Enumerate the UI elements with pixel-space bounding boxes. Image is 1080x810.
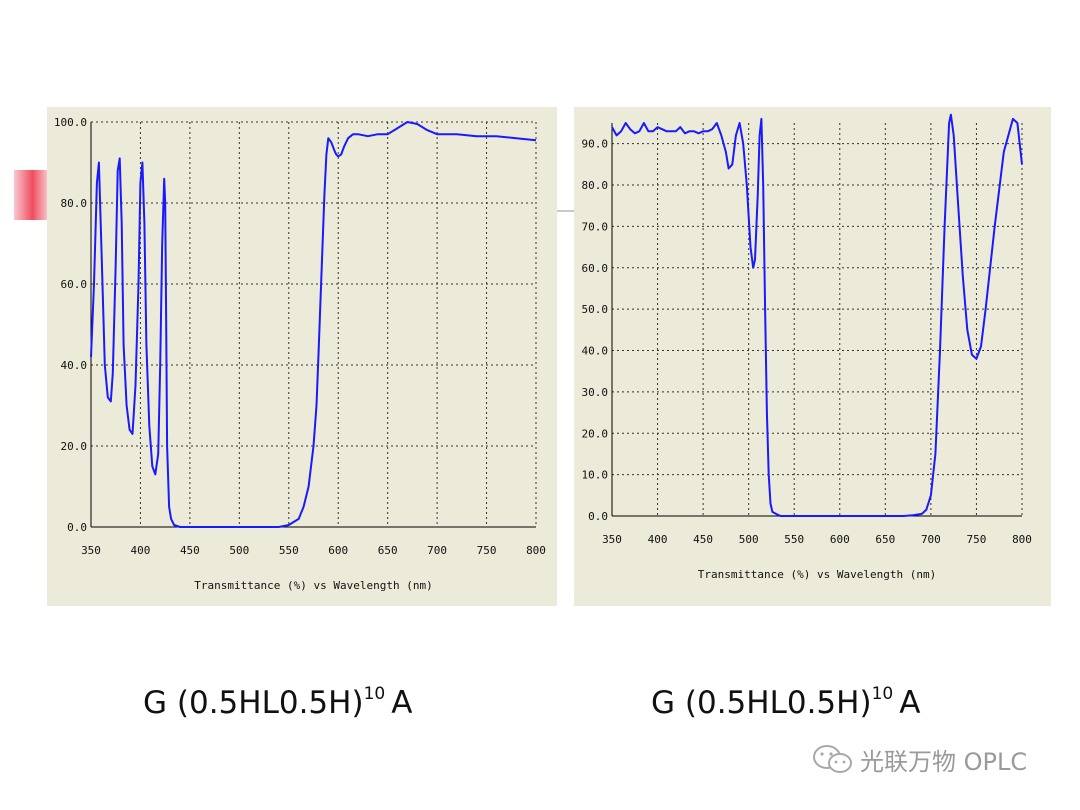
x-tick-label: 350 xyxy=(602,533,622,546)
y-tick-label: 30.0 xyxy=(582,386,609,399)
caption-left: G (0.5HL0.5H)10 A xyxy=(143,684,412,721)
transmittance-series-line xyxy=(90,121,537,528)
caption-left-tail: A xyxy=(391,685,413,721)
y-tick-label: 20.0 xyxy=(582,427,609,440)
x-tick-label: 700 xyxy=(921,533,941,546)
y-tick-label: 10.0 xyxy=(582,469,609,482)
x-tick-label: 650 xyxy=(875,533,895,546)
watermark-text: 光联万物 OPLC xyxy=(860,748,1028,776)
y-tick-label: 0.0 xyxy=(67,521,87,534)
x-axis-title: Transmittance (%) vs Wavelength (nm) xyxy=(194,579,432,592)
transmittance-chart-right: 350 400 450 500 550 600 650 700 750 800 0.0 10.0 20.… xyxy=(582,113,1032,581)
x-tick-label: 600 xyxy=(328,544,348,557)
watermark: 光联万物 OPLC xyxy=(812,742,1027,777)
x-tick-label: 450 xyxy=(180,544,200,557)
caption-right: G (0.5HL0.5H)10 A xyxy=(651,684,920,721)
x-tick-label: 500 xyxy=(229,544,249,557)
x-tick-label: 700 xyxy=(427,544,447,557)
y-tick-label: 70.0 xyxy=(582,220,609,233)
x-tick-label: 400 xyxy=(648,533,668,546)
x-tick-label: 500 xyxy=(739,533,759,546)
x-tick-label: 800 xyxy=(1012,533,1032,546)
y-tick-label: 40.0 xyxy=(582,345,609,358)
x-tick-label: 550 xyxy=(279,544,299,557)
y-tick-label: 100.0 xyxy=(54,116,87,129)
plot-area xyxy=(612,123,1022,516)
wechat-icon xyxy=(813,744,852,773)
x-tick-label: 800 xyxy=(526,544,546,557)
y-tick-label: 0.0 xyxy=(588,510,608,523)
transmittance-chart-left: 350 400 450 500 550 600 650 700 750 800 0.0 20.0 40.… xyxy=(54,116,546,592)
caption-right-sup: 10 xyxy=(871,684,894,704)
transmittance-series-line xyxy=(611,113,1023,517)
y-tick-label: 60.0 xyxy=(61,278,88,291)
caption-left-sup: 10 xyxy=(363,684,386,704)
chart-panel-right: 350 400 450 500 550 600 650 700 750 800 0.0 10.0 20.… xyxy=(574,107,1051,606)
x-tick-label: 750 xyxy=(477,544,497,557)
slide-accent-line xyxy=(557,210,574,212)
caption-right-tail: A xyxy=(899,685,921,721)
y-tick-label: 80.0 xyxy=(61,197,88,210)
chart-panel-left: 350 400 450 500 550 600 650 700 750 800 0.0 20.0 40.… xyxy=(47,107,557,606)
y-tick-label: 50.0 xyxy=(582,303,609,316)
x-axis-title: Transmittance (%) vs Wavelength (nm) xyxy=(698,568,936,581)
plot-area xyxy=(91,122,536,527)
y-tick-label: 90.0 xyxy=(582,138,609,151)
y-tick-label: 40.0 xyxy=(61,359,88,372)
y-tick-label: 60.0 xyxy=(582,262,609,275)
x-tick-label: 350 xyxy=(81,544,101,557)
slide-accent-block xyxy=(14,170,48,220)
x-tick-label: 750 xyxy=(967,533,987,546)
y-tick-label: 20.0 xyxy=(61,440,88,453)
x-tick-label: 650 xyxy=(378,544,398,557)
caption-right-main: G (0.5HL0.5H) xyxy=(651,685,872,721)
x-tick-label: 400 xyxy=(131,544,151,557)
y-tick-label: 80.0 xyxy=(582,179,609,192)
x-tick-label: 450 xyxy=(693,533,713,546)
x-tick-label: 550 xyxy=(784,533,804,546)
x-tick-label: 600 xyxy=(830,533,850,546)
caption-left-main: G (0.5HL0.5H) xyxy=(143,685,364,721)
